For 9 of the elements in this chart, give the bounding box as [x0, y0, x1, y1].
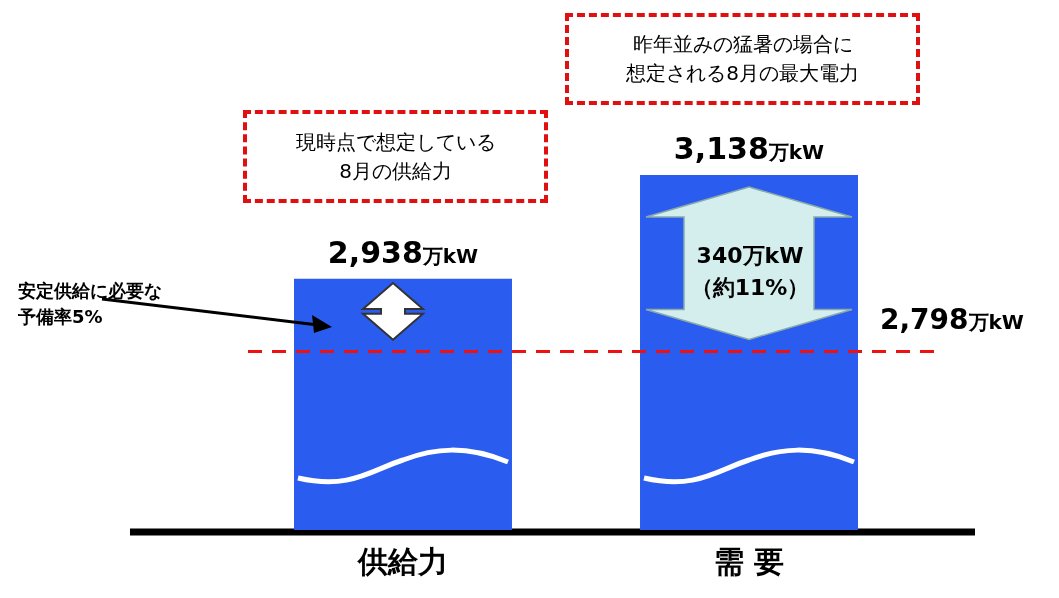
text: 安定供給に必要な予備率5%: [18, 278, 163, 329]
text: 昨年並みの猛暑の場合に想定される8月の最大電力: [625, 31, 860, 87]
annotation: 340万kW（約11%）: [689, 242, 811, 302]
data-label: 2,938万kW: [327, 234, 479, 270]
x-tick-label: 需 要: [713, 543, 785, 579]
ref-line-label: 2,798万kW: [880, 303, 1024, 337]
data-label: 3,138万kW: [673, 131, 825, 166]
annotation: 現時点で想定している8月の供給力: [294, 128, 497, 185]
x-tick-label: 供給力: [357, 543, 448, 579]
